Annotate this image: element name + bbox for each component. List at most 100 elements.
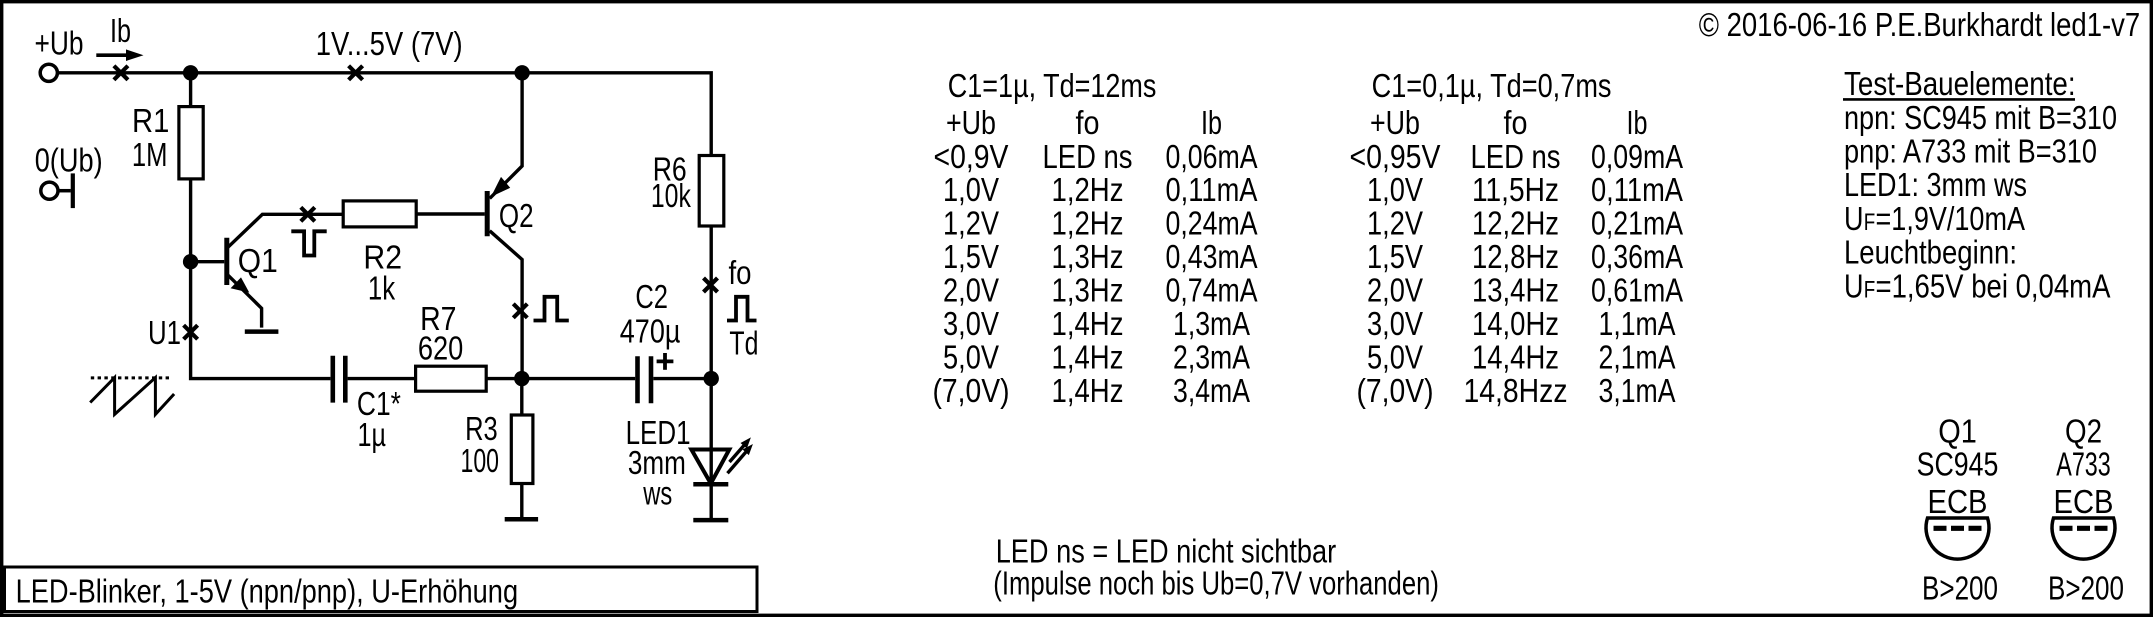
svg-text:Ib: Ib	[1201, 104, 1222, 141]
svg-text:2,0V: 2,0V	[943, 271, 999, 308]
svg-text:ECB: ECB	[2054, 483, 2114, 520]
svg-text:R1: R1	[132, 102, 169, 139]
svg-text:R6: R6	[653, 151, 687, 188]
svg-text:1,1mA: 1,1mA	[1599, 305, 1676, 342]
svg-text:0,74mA: 0,74mA	[1166, 271, 1258, 308]
svg-text:ws: ws	[643, 474, 673, 511]
svg-text:+Ub: +Ub	[946, 104, 996, 141]
svg-text:0,06mA: 0,06mA	[1166, 138, 1258, 175]
svg-text:0,11mA: 0,11mA	[1166, 171, 1258, 208]
svg-text:SC945: SC945	[1917, 446, 1999, 483]
svg-text:3mm: 3mm	[628, 444, 686, 481]
svg-text:+Ub: +Ub	[35, 25, 84, 62]
svg-text:12,2Hz: 12,2Hz	[1472, 205, 1559, 242]
svg-text:1,3Hz: 1,3Hz	[1052, 238, 1124, 275]
svg-text:1µ: 1µ	[358, 416, 387, 453]
svg-text:0,09mA: 0,09mA	[1591, 138, 1683, 175]
svg-text:3,0V: 3,0V	[1367, 305, 1423, 342]
svg-text:14,0Hz: 14,0Hz	[1472, 305, 1559, 342]
svg-text:LED1: LED1	[626, 414, 691, 451]
svg-text:LED-Blinker, 1-5V (npn/pnp), U: LED-Blinker, 1-5V (npn/pnp), U-Erhöhung	[16, 572, 518, 609]
svg-text:C2: C2	[635, 278, 668, 315]
svg-text:fo: fo	[1504, 104, 1528, 141]
svg-text:2,3mA: 2,3mA	[1173, 338, 1250, 375]
svg-text:B>200: B>200	[2048, 570, 2124, 607]
svg-text:620: 620	[418, 329, 463, 366]
svg-text:1,5V: 1,5V	[943, 238, 999, 275]
svg-text:R3: R3	[465, 410, 498, 447]
svg-text:Q1: Q1	[238, 242, 278, 279]
svg-text:1,3mA: 1,3mA	[1173, 305, 1250, 342]
svg-text:5,0V: 5,0V	[943, 338, 999, 375]
svg-text:LED ns: LED ns	[1471, 138, 1561, 175]
svg-text:Leuchtbeginn:: Leuchtbeginn:	[1844, 234, 2017, 271]
svg-text:Q2: Q2	[499, 197, 534, 234]
svg-text:<0,9V: <0,9V	[934, 138, 1009, 175]
svg-text:0,36mA: 0,36mA	[1591, 238, 1683, 275]
svg-text:0(Ub): 0(Ub)	[35, 142, 103, 179]
svg-text:npn: SC945 mit B=310: npn: SC945 mit B=310	[1844, 99, 2117, 136]
svg-text:3,1mA: 3,1mA	[1599, 372, 1676, 409]
svg-text:ECB: ECB	[1928, 483, 1988, 520]
svg-text:0,21mA: 0,21mA	[1591, 205, 1683, 242]
svg-text:100: 100	[461, 442, 500, 479]
svg-text:A733: A733	[2056, 446, 2111, 483]
svg-text:470µ: 470µ	[620, 313, 681, 350]
svg-text:1,4Hz: 1,4Hz	[1052, 338, 1124, 375]
svg-text:Ib: Ib	[1627, 104, 1648, 141]
svg-text:Test-Bauelemente:: Test-Bauelemente:	[1844, 65, 2076, 102]
svg-text:U: U	[1844, 200, 1864, 237]
svg-text:1M: 1M	[132, 136, 168, 173]
svg-text:Q1: Q1	[1938, 413, 1977, 450]
svg-text:R7: R7	[420, 300, 456, 337]
svg-text:3,0V: 3,0V	[943, 305, 999, 342]
svg-text:C1=0,1µ, Td=0,7ms: C1=0,1µ, Td=0,7ms	[1372, 67, 1612, 104]
svg-text:=1,9V/10mA: =1,9V/10mA	[1876, 200, 2026, 237]
svg-text:1,2Hz: 1,2Hz	[1052, 205, 1124, 242]
svg-text:12,8Hz: 12,8Hz	[1472, 238, 1559, 275]
svg-text:B>200: B>200	[1922, 570, 1998, 607]
svg-text:F: F	[1864, 209, 1876, 236]
svg-text:Ib: Ib	[110, 12, 131, 49]
svg-text:1,0V: 1,0V	[943, 171, 999, 208]
svg-text:Q2: Q2	[2065, 413, 2102, 450]
svg-text:(7,0V): (7,0V)	[933, 372, 1010, 409]
svg-text:+Ub: +Ub	[1370, 104, 1420, 141]
svg-text:1,4Hz: 1,4Hz	[1052, 372, 1124, 409]
svg-text:0,11mA: 0,11mA	[1591, 171, 1683, 208]
svg-text:13,4Hz: 13,4Hz	[1472, 271, 1559, 308]
svg-text:1,3Hz: 1,3Hz	[1052, 271, 1124, 308]
svg-text:1k: 1k	[368, 269, 396, 306]
svg-text:0,61mA: 0,61mA	[1591, 271, 1683, 308]
svg-text:2,1mA: 2,1mA	[1599, 338, 1676, 375]
svg-text:R2: R2	[363, 239, 402, 276]
svg-text:© 2016-06-16 P.E.Burkhardt led: © 2016-06-16 P.E.Burkhardt led1-v7	[1699, 6, 2141, 43]
svg-text:1,2V: 1,2V	[1367, 205, 1423, 242]
svg-text:U: U	[1844, 267, 1864, 304]
svg-text:C1=1µ, Td=12ms: C1=1µ, Td=12ms	[948, 67, 1157, 104]
svg-text:LED1: 3mm ws: LED1: 3mm ws	[1844, 166, 2027, 203]
svg-text:1,2Hz: 1,2Hz	[1052, 171, 1124, 208]
svg-text:fo: fo	[729, 254, 752, 291]
svg-text:fo: fo	[1076, 104, 1100, 141]
svg-text:3,4mA: 3,4mA	[1173, 372, 1250, 409]
svg-text:0,43mA: 0,43mA	[1166, 238, 1258, 275]
svg-text:1,0V: 1,0V	[1367, 171, 1423, 208]
svg-text:14,4Hz: 14,4Hz	[1472, 338, 1559, 375]
svg-text:(7,0V): (7,0V)	[1357, 372, 1434, 409]
svg-text:10k: 10k	[651, 177, 691, 214]
svg-text:2,0V: 2,0V	[1367, 271, 1423, 308]
svg-text:(Impulse noch bis Ub=0,7V vorh: (Impulse noch bis Ub=0,7V vorhanden)	[993, 565, 1439, 602]
svg-text:LED ns = LED nicht sichtbar: LED ns = LED nicht sichtbar	[996, 532, 1336, 569]
svg-text:1,4Hz: 1,4Hz	[1052, 305, 1124, 342]
svg-text:<0,95V: <0,95V	[1350, 138, 1441, 175]
svg-text:5,0V: 5,0V	[1367, 338, 1423, 375]
svg-text:11,5Hz: 11,5Hz	[1472, 171, 1559, 208]
svg-text:=1,65V bei 0,04mA: =1,65V bei 0,04mA	[1876, 267, 2111, 304]
svg-text:F: F	[1864, 276, 1876, 303]
svg-text:pnp: A733 mit B=310: pnp: A733 mit B=310	[1844, 133, 2097, 170]
svg-text:1,2V: 1,2V	[943, 205, 999, 242]
svg-text:LED ns: LED ns	[1043, 138, 1133, 175]
svg-text:C1*: C1*	[357, 385, 401, 422]
svg-text:U1: U1	[148, 314, 181, 351]
